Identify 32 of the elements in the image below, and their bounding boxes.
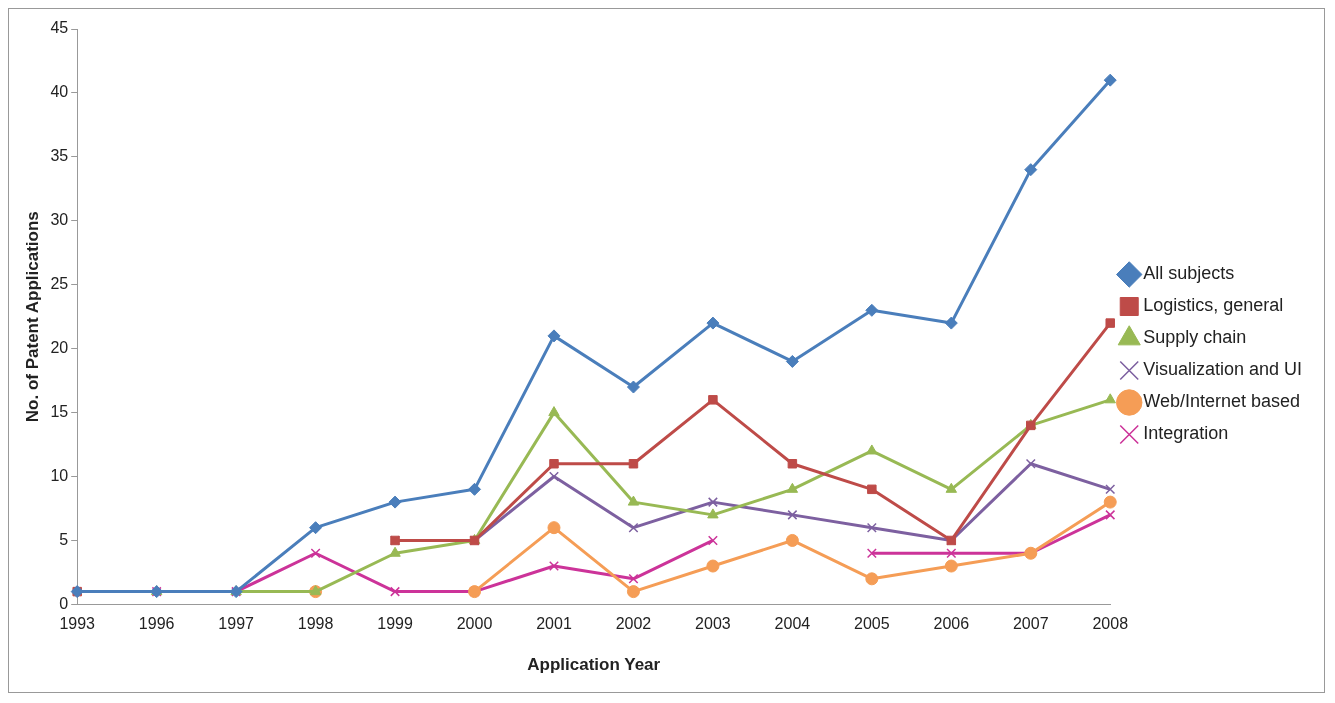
legend-label: All subjects <box>1143 263 1235 284</box>
x-tick-label: 1996 <box>138 615 175 633</box>
x-tick-label: 2007 <box>1012 615 1049 633</box>
y-tick-label: 10 <box>50 466 69 484</box>
legend-label: Visualization and UI <box>1143 359 1302 380</box>
x-tick-label: 2006 <box>933 615 970 633</box>
legend-label: Web/Internet based <box>1143 391 1301 412</box>
x-tick-label: 2005 <box>854 615 890 633</box>
y-tick-label: 40 <box>50 83 69 101</box>
x-tick-label: 1993 <box>59 615 96 633</box>
x-tick-label: 2004 <box>774 615 811 633</box>
y-tick-label: 20 <box>50 339 69 357</box>
y-tick-label: 5 <box>59 530 69 548</box>
y-tick-label: 30 <box>50 211 69 229</box>
y-tick-label: 35 <box>50 147 69 165</box>
x-tick-label: 2003 <box>695 615 731 633</box>
x-tick-label: 2001 <box>536 615 572 633</box>
x-tick-label: 1998 <box>297 615 334 633</box>
x-tick-label: 2002 <box>615 615 652 633</box>
x-tick-label: 2000 <box>456 615 493 633</box>
legend-label: Integration <box>1143 423 1229 444</box>
y-tick-label: 45 <box>50 19 69 37</box>
x-tick-label: 2008 <box>1092 615 1129 633</box>
y-tick-label: 0 <box>59 594 69 612</box>
legend-label: Supply chain <box>1143 327 1247 348</box>
y-axis-title: No. of Patent Applications <box>22 211 42 423</box>
legend-label: Logistics, general <box>1143 295 1284 316</box>
x-tick-label: 1997 <box>218 615 255 633</box>
y-tick-label: 15 <box>50 403 69 421</box>
y-tick-label: 25 <box>50 275 69 293</box>
x-axis-title: Application Year <box>527 655 661 675</box>
x-tick-label: 1999 <box>377 615 413 633</box>
